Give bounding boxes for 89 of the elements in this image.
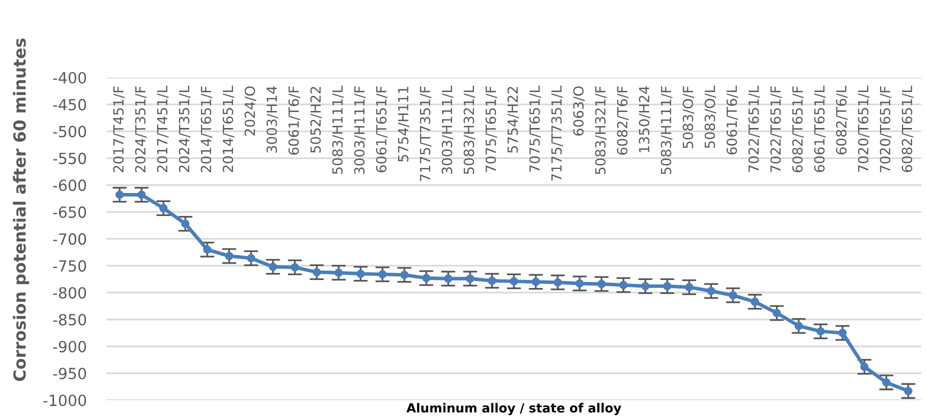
x-tick-label: 3003/H111/L (442, 86, 454, 174)
x-tick-label: 2024/O (244, 86, 256, 136)
point (400, 270, 409, 280)
x-tick-label: 2014/T651/F (200, 86, 212, 172)
x-tick-label: 5754/H111 (398, 86, 410, 162)
x-tick-label: 3003/H14 (266, 86, 278, 153)
x-tick-label: 5083/O/F (682, 86, 694, 148)
point (115, 190, 124, 199)
x-tick-label: 5754/H22 (507, 86, 520, 153)
x-tick-label: 3003/H111/F (354, 86, 366, 174)
point (203, 245, 212, 254)
point (181, 220, 190, 228)
point (466, 274, 474, 283)
x-tick-label: 5083/O/L (704, 86, 716, 148)
point (619, 280, 628, 290)
point (356, 270, 365, 278)
y-tick-label: -750 (53, 260, 86, 272)
x-tick-label: 7075/T651/L (529, 86, 541, 172)
x-tick-label: 6063/O (573, 86, 585, 136)
x-tick-label: 2017/T451/F (113, 86, 125, 172)
y-tick-label: -400 (53, 72, 86, 84)
x-tick-label: 2017/T451/L (156, 86, 169, 172)
x-tick-label: 7022/T651/L (748, 86, 760, 172)
x-tick-label: 5083/H111/F (660, 86, 672, 174)
point (685, 283, 694, 292)
point (816, 327, 825, 336)
x-tick-label: 7075/T651/F (486, 86, 498, 172)
point (641, 282, 650, 290)
x-tick-label: 7175/T7351/F (420, 86, 432, 181)
point (597, 280, 606, 288)
x-tick-label: 7022/T651/F (770, 86, 782, 172)
point (728, 291, 738, 300)
point (554, 278, 562, 287)
x-tick-label: 7175/T7351/L (551, 86, 563, 181)
y-tick-label: -600 (53, 180, 86, 192)
point (444, 274, 452, 283)
point (904, 386, 912, 396)
point (794, 322, 803, 330)
y-tick-label: -1000 (43, 394, 86, 406)
y-tick-label: -900 (53, 340, 86, 352)
x-tick-label: 5083/H111/L (332, 86, 344, 174)
x-tick-label: 1350/H24 (638, 86, 650, 152)
point (838, 328, 847, 338)
x-tick-label: 7020/T651/F (880, 86, 892, 172)
x-tick-label: 6061/T651/F (376, 86, 388, 172)
point (246, 254, 256, 262)
point (378, 270, 387, 278)
x-tick-label: 6061/T6/F (288, 86, 300, 155)
y-tick-label: -650 (53, 206, 86, 218)
x-tick-label: 6082/T651/F (792, 86, 804, 172)
y-tick-label: -550 (53, 152, 86, 164)
x-tick-label: 5083/H321/L (464, 86, 476, 174)
y-tick-label: -700 (53, 233, 86, 245)
point (312, 268, 321, 276)
x-tick-label: 2014/T651/L (222, 86, 234, 172)
y-tick-label: -500 (53, 126, 86, 138)
y-axis-title: Corrosion potential after 60 minutes (12, 38, 30, 381)
point (334, 268, 343, 277)
point (575, 279, 584, 288)
point (159, 204, 168, 212)
x-axis-title: Aluminum alloy / state of alloy (406, 402, 622, 416)
x-tick-label: 6082/T6/F (616, 86, 629, 155)
x-tick-label: 5083/H321/F (595, 86, 607, 174)
x-tick-label: 6082/T651/L (902, 86, 914, 172)
y-tick-label: -800 (53, 287, 86, 299)
point (268, 262, 278, 271)
point (224, 252, 234, 260)
point (706, 286, 716, 296)
x-tick-label: 7020/T651/L (858, 86, 870, 172)
y-tick-label: -850 (53, 314, 86, 326)
point (488, 276, 496, 285)
point (532, 278, 540, 286)
x-tick-label: 6082/T6/L (836, 86, 848, 154)
point (422, 274, 430, 282)
x-tick-label: 2024/T351/F (135, 86, 147, 172)
x-tick-label: 6061/T651/L (814, 86, 826, 172)
point (510, 277, 518, 286)
point (750, 298, 760, 306)
point (882, 378, 890, 387)
point (663, 282, 672, 290)
point (290, 263, 300, 272)
point (137, 190, 146, 199)
x-tick-label: 6061/T6/L (726, 86, 738, 154)
y-tick-label: -450 (53, 98, 86, 110)
point (772, 308, 781, 318)
y-tick-label: -950 (53, 368, 86, 380)
x-tick-label: 5052/H22 (310, 86, 322, 153)
x-tick-label: 2024/T351/L (178, 86, 190, 172)
point (860, 362, 869, 371)
